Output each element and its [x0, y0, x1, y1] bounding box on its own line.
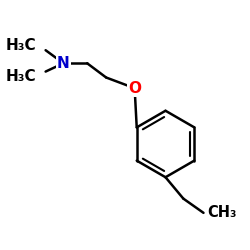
- Text: H₃C: H₃C: [6, 69, 36, 84]
- Text: CH₃: CH₃: [207, 205, 236, 220]
- Text: H₃C: H₃C: [6, 38, 36, 53]
- Text: O: O: [128, 81, 141, 96]
- Text: N: N: [57, 56, 70, 71]
